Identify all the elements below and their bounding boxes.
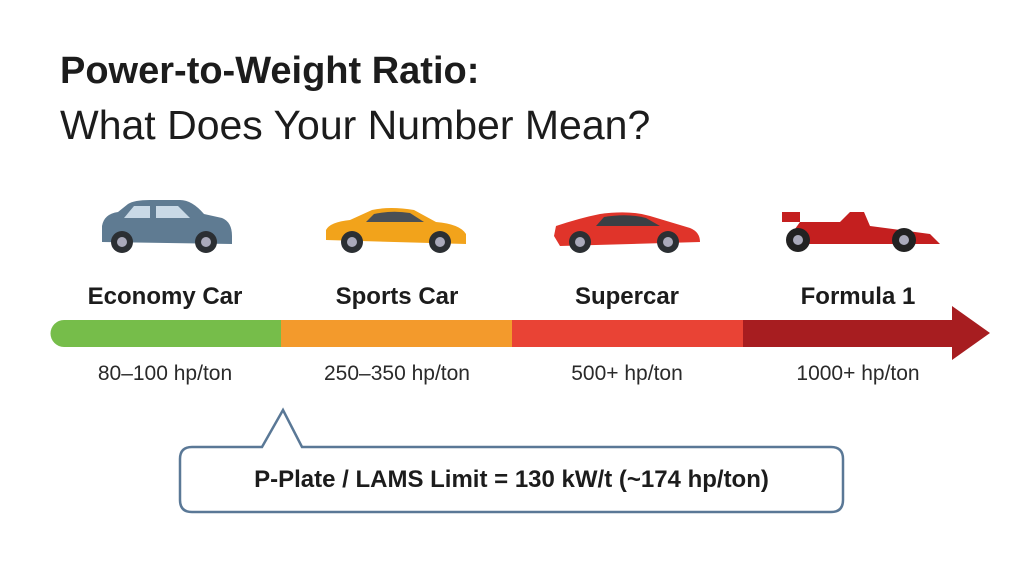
callout-box [178,407,845,514]
subtitle: What Does Your Number Mean? [60,102,651,148]
category-range: 1000+ hp/ton [796,362,920,385]
category-label: Formula 1 [800,283,916,310]
callout-text: P-Plate / LAMS Limit = 130 kW/t (~174 hp… [254,466,769,493]
scale-bar [50,306,990,360]
supercar-icon [554,212,700,253]
category-range: 250–350 hp/ton [324,362,470,385]
economy-car-icon [102,200,232,253]
title: Power-to-Weight Ratio: [60,50,480,92]
category-label: Economy Car [87,283,243,310]
sports-car-icon [326,208,466,253]
category-range: 80–100 hp/ton [97,362,233,385]
category-range: 500+ hp/ton [571,362,683,385]
category-label: Sports Car [335,283,459,310]
category-label: Supercar [574,283,680,310]
formula1-icon [782,212,940,252]
